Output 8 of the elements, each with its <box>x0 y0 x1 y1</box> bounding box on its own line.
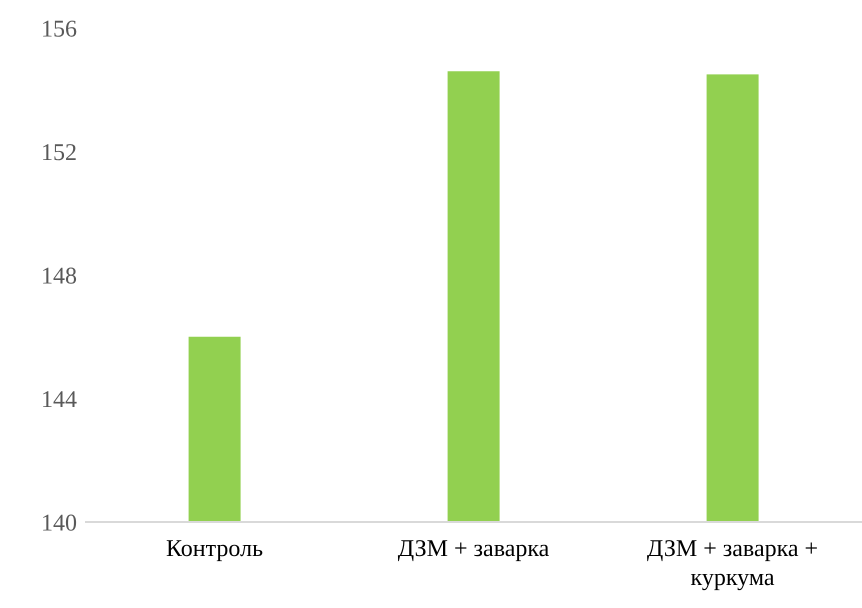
x-tick-label: Контроль <box>166 536 264 562</box>
x-tick-label: ДЗМ + заварка <box>398 536 550 562</box>
y-tick-label: 148 <box>41 264 77 290</box>
y-tick-label: 152 <box>41 140 77 166</box>
y-tick-label: 144 <box>41 387 77 414</box>
y-tick-label: 156 <box>41 16 77 43</box>
x-tick-label: ДЗМ + заварка + куркума <box>646 536 818 591</box>
y-tick-label: 140 <box>41 510 77 537</box>
